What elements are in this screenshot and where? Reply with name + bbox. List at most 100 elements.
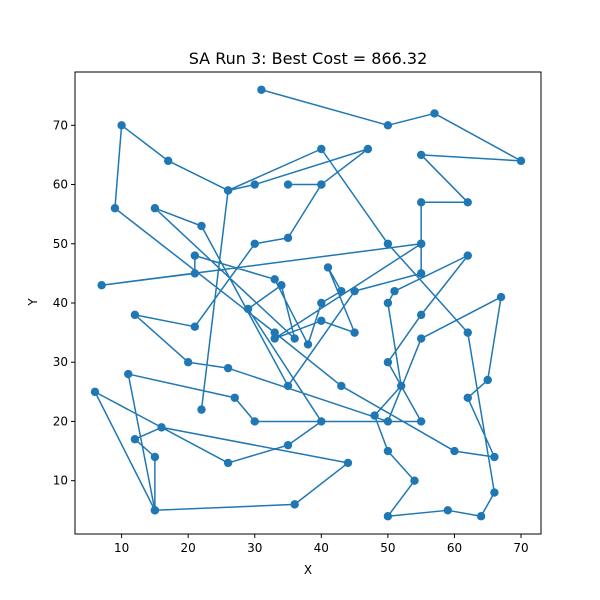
route-point-46 <box>390 286 399 296</box>
route-point-61 <box>117 121 126 130</box>
plot-area: 10 20 30 40 50 60 70 10 20 30 40 50 60 70 <box>53 71 542 555</box>
route-point-31 <box>90 387 100 397</box>
y-tick-label-50: 50 <box>53 237 68 251</box>
route-point-37 <box>150 452 160 462</box>
route-point-29 <box>283 440 293 450</box>
x-tick-label-20: 20 <box>181 541 196 555</box>
route-point-45 <box>463 251 472 260</box>
x-tick-label-70: 70 <box>513 541 528 555</box>
route-point-56 <box>463 328 472 337</box>
route-point-49 <box>370 411 379 420</box>
route-point-3 <box>516 156 526 166</box>
route-point-23 <box>197 221 206 231</box>
route-point-25 <box>290 334 299 343</box>
route-point-39 <box>124 369 133 379</box>
y-tick-label-20: 20 <box>53 414 68 428</box>
route-point-74 <box>130 310 140 320</box>
route-point-6 <box>416 198 426 207</box>
route-point-72 <box>223 363 233 373</box>
x-tick-label-60: 60 <box>447 541 462 555</box>
x-tick-label-30: 30 <box>247 541 262 555</box>
route-point-13 <box>317 298 326 308</box>
route-point-64 <box>337 381 346 391</box>
route-point-21 <box>350 286 359 296</box>
route-point-18 <box>97 281 106 290</box>
route-point-69 <box>496 292 506 302</box>
route-point-60 <box>164 156 173 166</box>
route-point-83 <box>223 186 233 195</box>
route-point-53 <box>443 506 452 515</box>
route-point-24 <box>150 204 160 213</box>
route-point-10 <box>350 328 359 337</box>
route-point-68 <box>483 375 492 385</box>
route-point-19 <box>416 239 426 248</box>
route-point-50 <box>383 446 393 456</box>
route-point-20 <box>416 269 426 278</box>
route-point-8 <box>270 334 279 343</box>
route-point-36 <box>130 435 140 444</box>
route-point-80 <box>317 180 326 189</box>
x-tick-label-40: 40 <box>314 541 329 555</box>
route-point-15 <box>270 275 279 284</box>
route-point-43 <box>383 358 393 367</box>
route-point-41 <box>250 417 259 426</box>
route-point-2 <box>430 109 439 118</box>
route-point-66 <box>490 452 499 462</box>
route-point-14 <box>303 340 313 349</box>
route-point-0 <box>257 85 266 94</box>
route-point-26 <box>277 281 286 290</box>
y-tick-label-10: 10 <box>53 474 68 488</box>
y-tick-label-70: 70 <box>53 118 68 132</box>
y-axis-label: Y <box>26 298 40 307</box>
route-point-75 <box>190 322 200 331</box>
route-point-34 <box>343 458 353 468</box>
route-point-1 <box>383 121 393 130</box>
y-tick-label-60: 60 <box>53 178 68 192</box>
route-point-65 <box>450 446 459 456</box>
chart-title: SA Run 3: Best Cost = 866.32 <box>189 49 428 68</box>
route-point-44 <box>416 310 426 320</box>
route-point-27 <box>243 304 253 314</box>
route-point-82 <box>250 180 259 189</box>
route-point-52 <box>383 512 393 521</box>
route-point-12 <box>337 286 346 296</box>
route-point-42 <box>416 417 426 426</box>
route-point-67 <box>463 393 472 402</box>
route-point-38 <box>150 506 160 515</box>
route-point-84 <box>197 405 206 414</box>
x-tick-label-10: 10 <box>114 541 129 555</box>
route-point-40 <box>230 393 239 402</box>
route-point-77 <box>283 233 293 243</box>
route-point-17 <box>190 269 200 278</box>
y-tick-label-40: 40 <box>53 296 68 310</box>
route-point-11 <box>323 263 333 272</box>
route-point-51 <box>410 476 419 485</box>
route-point-63 <box>270 328 279 337</box>
route-point-30 <box>223 458 233 468</box>
route-point-76 <box>250 239 259 248</box>
route-point-47 <box>383 298 393 308</box>
route-point-70 <box>416 334 426 343</box>
route-point-54 <box>476 512 486 521</box>
route-point-16 <box>190 251 200 260</box>
route-point-81 <box>363 144 373 154</box>
route-point-35 <box>157 423 166 432</box>
route-point-5 <box>463 198 472 207</box>
route-point-48 <box>397 381 406 391</box>
route-point-58 <box>317 144 326 154</box>
route-point-62 <box>110 204 120 213</box>
route-point-57 <box>383 239 393 248</box>
y-tick-label-30: 30 <box>53 355 68 369</box>
x-axis-label: X <box>304 563 312 577</box>
route-point-79 <box>283 180 293 189</box>
route-point-22 <box>283 381 293 391</box>
route-point-9 <box>317 316 326 325</box>
route-point-55 <box>490 488 499 497</box>
route-point-33 <box>290 500 299 509</box>
route-point-71 <box>383 417 393 426</box>
route-point-73 <box>183 358 193 367</box>
route-point-4 <box>416 150 426 160</box>
x-tick-label-50: 50 <box>380 541 395 555</box>
